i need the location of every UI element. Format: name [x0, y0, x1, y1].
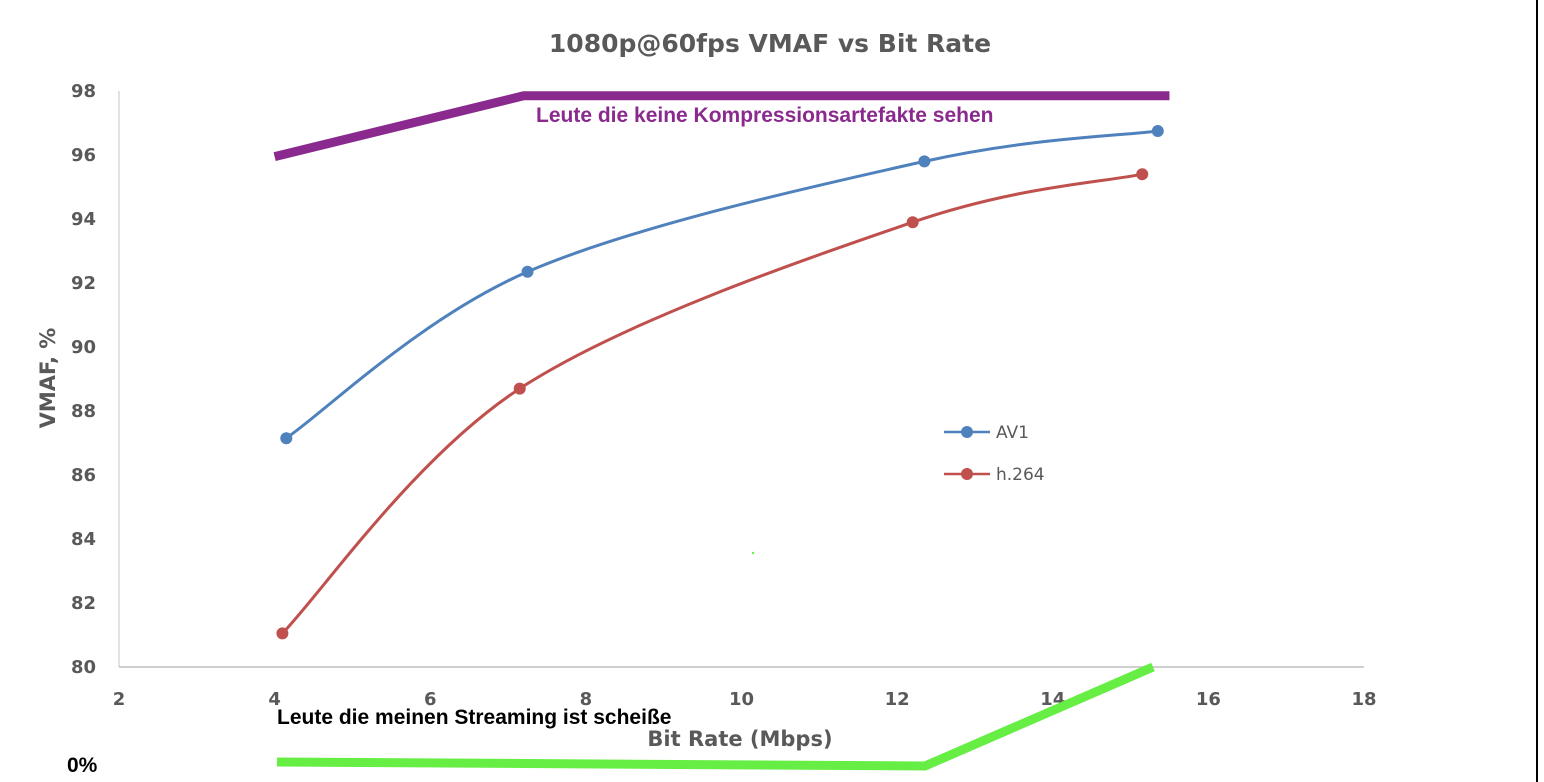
- series-line-h264: [281, 172, 1143, 635]
- data-point-h264: [1136, 168, 1149, 181]
- annotation-purple: Leute die keine Kompressionsartefakte se…: [536, 104, 994, 127]
- x-axis-title: Bit Rate (Mbps): [647, 727, 832, 751]
- x-axis: 2 4 6 8 10 12 14 16 18: [113, 666, 1377, 710]
- data-point-av1: [918, 155, 931, 168]
- x-tick-label: 18: [1351, 689, 1376, 710]
- y-tick-label: 94: [71, 209, 96, 230]
- stray-dot: [751, 551, 755, 555]
- legend-label-h264: h.264: [996, 465, 1045, 485]
- y-axis-title: VMAF, %: [36, 328, 60, 429]
- chart-title: 1080p@60fps VMAF vs Bit Rate: [549, 29, 991, 58]
- annotation-zero-percent: 0%: [67, 754, 98, 777]
- y-axis: 80 82 84 86 88 90 92 94 96 98: [71, 81, 120, 678]
- y-tick-label: 96: [71, 145, 96, 166]
- y-tick-label: 92: [71, 273, 96, 294]
- x-tick-label: 6: [424, 689, 437, 710]
- green-annotation-line: [276, 662, 1155, 771]
- y-tick-label: 86: [71, 465, 96, 486]
- x-tick-label: 12: [885, 689, 910, 710]
- data-point-h264: [276, 627, 289, 640]
- purple-annotation-line: [273, 91, 1170, 161]
- y-tick-label: 88: [71, 401, 96, 422]
- y-tick-label: 98: [71, 81, 96, 102]
- data-point-av1: [1151, 125, 1164, 137]
- x-tick-label: 4: [268, 689, 281, 710]
- x-tick-label: 16: [1196, 689, 1221, 710]
- series-layer: [276, 125, 1164, 640]
- data-point-av1: [280, 432, 293, 445]
- y-tick-label: 90: [71, 337, 96, 358]
- y-tick-label: 84: [71, 529, 96, 550]
- data-point-h264: [513, 382, 526, 395]
- y-tick-label: 82: [71, 593, 96, 614]
- legend-marker-av1: [961, 426, 973, 438]
- legend-label-av1: AV1: [996, 423, 1029, 443]
- data-point-h264: [906, 216, 919, 229]
- legend: AV1 h.264: [944, 423, 1045, 485]
- legend-marker-h264: [961, 468, 973, 480]
- data-point-av1: [521, 265, 534, 278]
- x-tick-label: 10: [729, 689, 754, 710]
- series-line-av1: [285, 129, 1158, 440]
- x-tick-label: 2: [113, 689, 126, 710]
- y-tick-label: 80: [71, 657, 96, 678]
- annotation-black: Leute die meinen Streaming ist scheiße: [277, 706, 671, 729]
- x-tick-label: 8: [580, 689, 593, 710]
